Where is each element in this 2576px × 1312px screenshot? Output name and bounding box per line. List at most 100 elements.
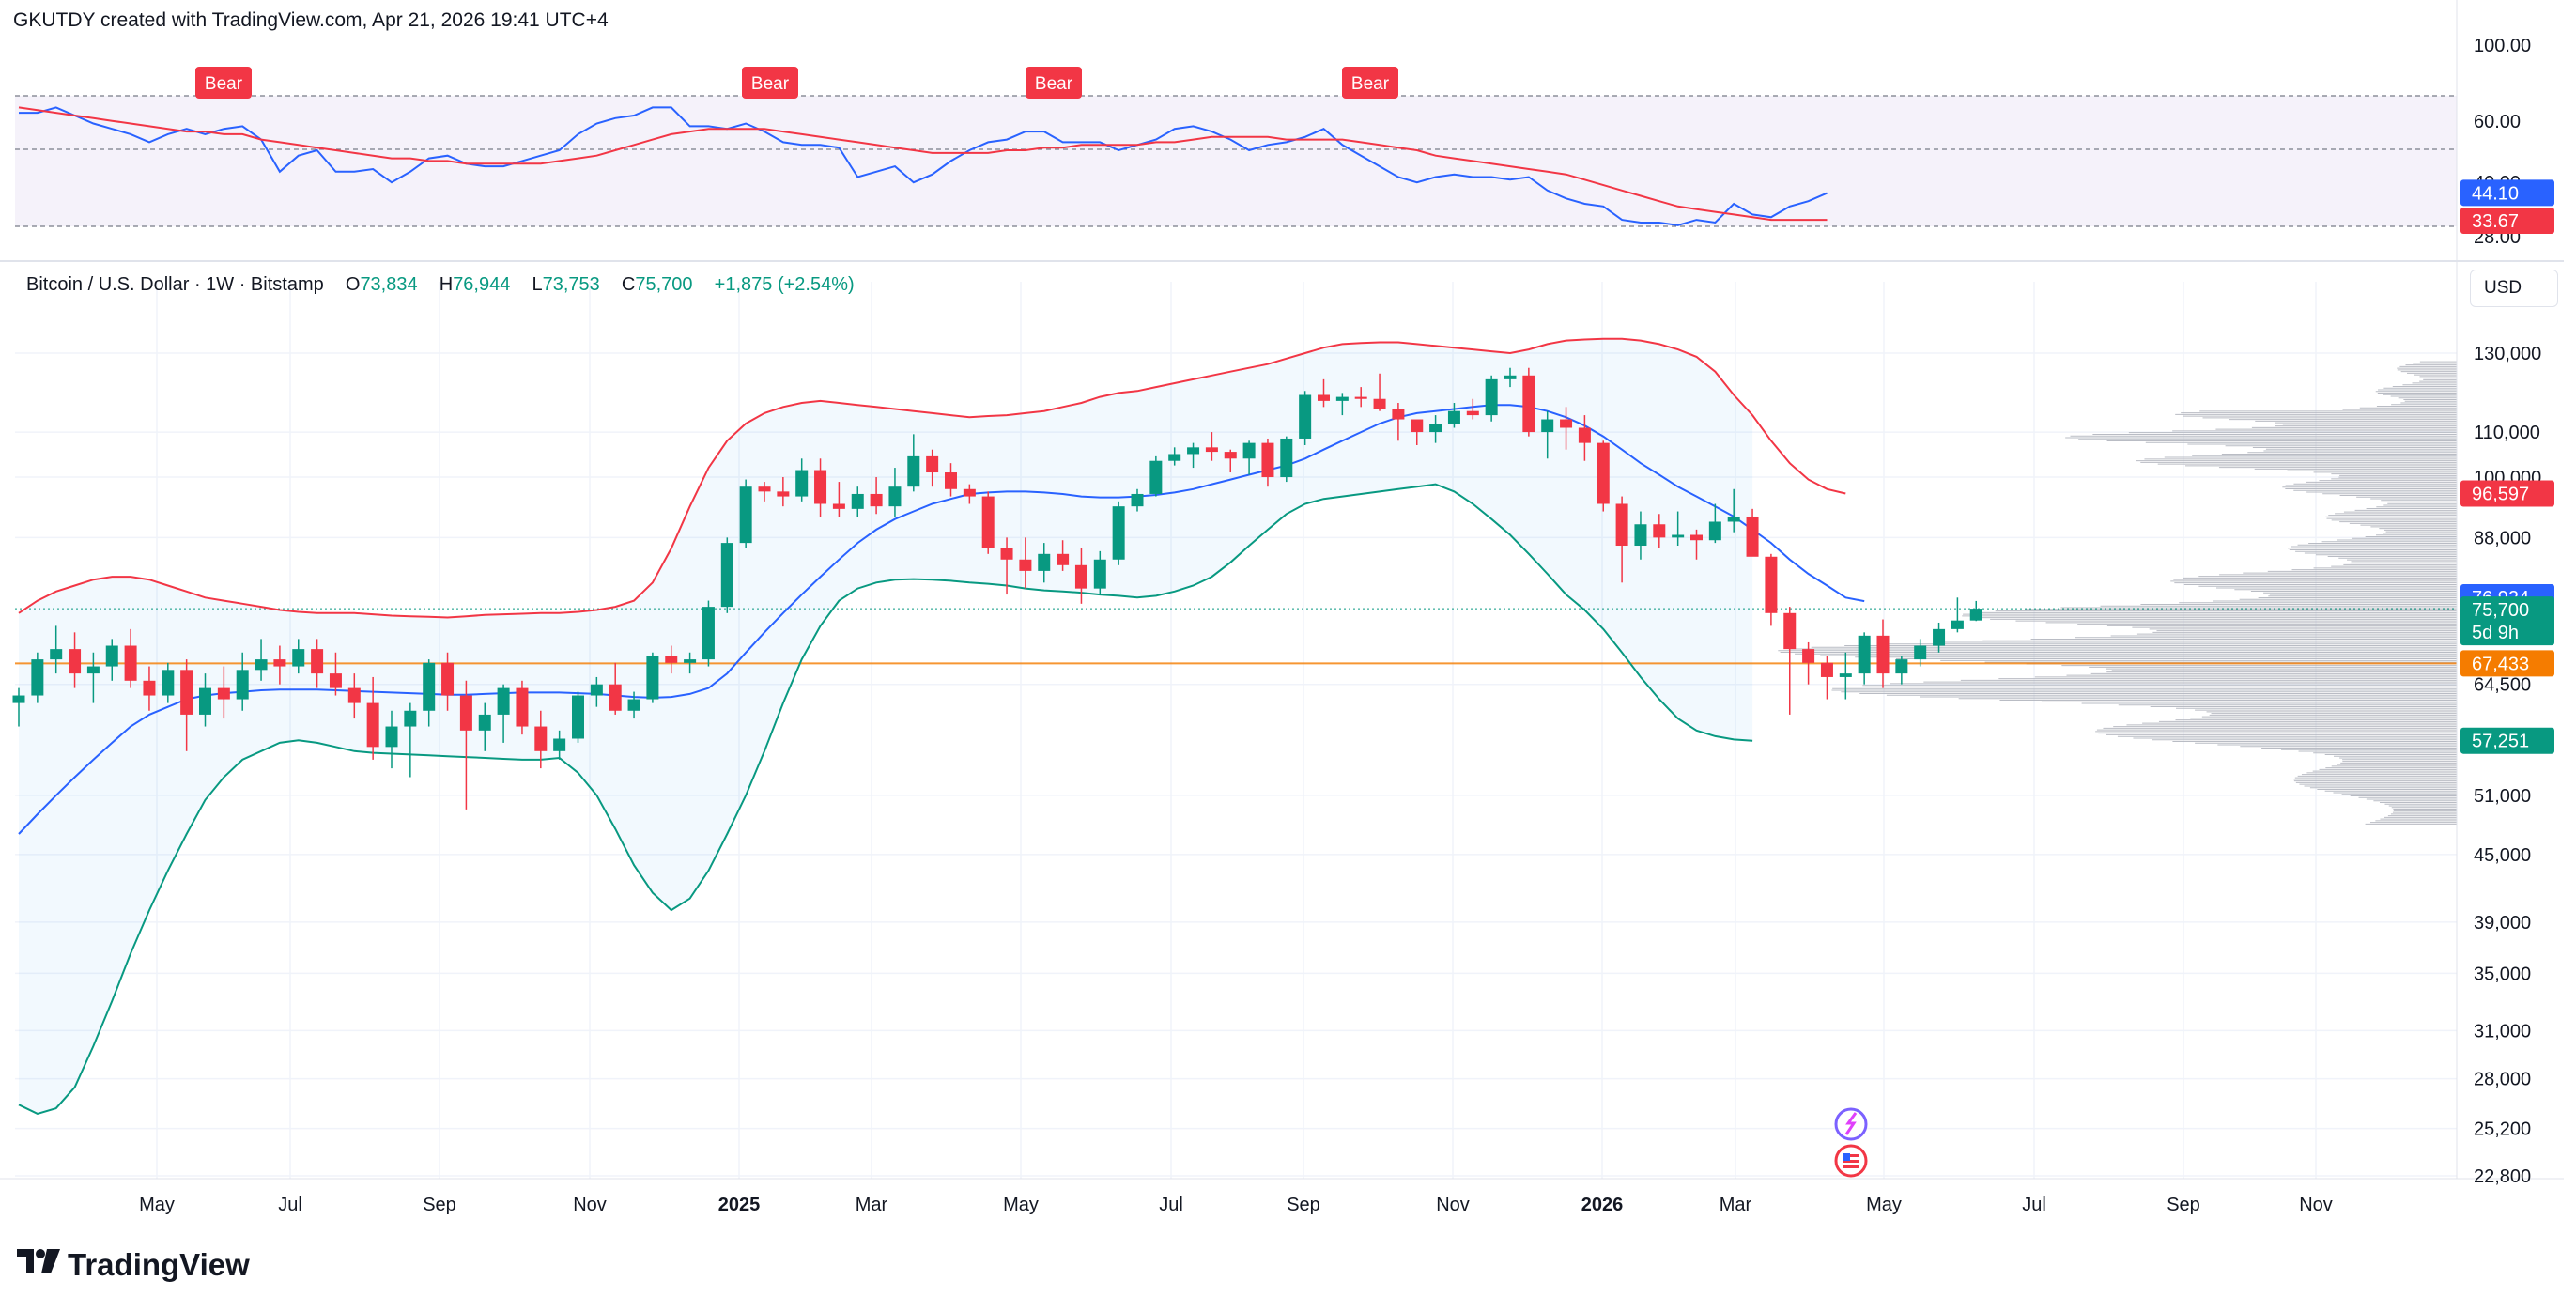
candle-body: [86, 666, 100, 674]
candle: [684, 652, 697, 674]
time-tick-label: Mar: [856, 1195, 888, 1215]
candle: [50, 625, 63, 674]
candle: [1672, 511, 1685, 547]
bear-label-box: [742, 67, 798, 99]
rsi-ma-value-badge-text: 33.67: [2472, 211, 2519, 232]
candle-body: [1634, 524, 1647, 547]
candle-body: [758, 486, 771, 492]
currency-button[interactable]: USD: [2470, 270, 2558, 307]
close-label: C: [621, 274, 636, 295]
candle: [1783, 607, 1797, 715]
candle-body: [1690, 534, 1703, 541]
candle: [1541, 410, 1554, 459]
candle-body: [888, 486, 902, 507]
candle: [1504, 367, 1517, 388]
candle: [1373, 373, 1386, 411]
candle: [1447, 403, 1460, 428]
price-tick-label: 22,800: [2474, 1166, 2531, 1187]
candle: [1914, 639, 1927, 667]
candle: [1093, 550, 1106, 595]
candle-body: [1969, 609, 1982, 621]
candle: [329, 652, 342, 696]
time-axis[interactable]: May Jul Sep Nov 2025 Mar May Jul Sep Nov 2026 Mar Ma…: [139, 1195, 2333, 1215]
candle: [1205, 432, 1218, 461]
candle-body: [1672, 534, 1685, 538]
candle: [665, 645, 678, 674]
bollinger-upper: [18, 337, 1846, 619]
candle-body: [1112, 506, 1125, 560]
candle-body: [1057, 553, 1070, 565]
candle-body: [180, 670, 193, 715]
rsi-pane: Bear Bear Bear Bear: [15, 67, 2457, 227]
candle-body: [1447, 410, 1460, 424]
candle: [1057, 540, 1070, 571]
candle-body: [702, 607, 715, 660]
candle-body: [255, 659, 268, 671]
candle-body: [69, 649, 82, 674]
candle: [347, 673, 361, 719]
candle: [86, 652, 100, 703]
price-tick-label: 25,200: [2474, 1119, 2531, 1140]
candle: [1933, 622, 1946, 653]
candle: [255, 639, 268, 681]
candle: [31, 652, 44, 703]
candle-body: [31, 659, 44, 696]
open-value: 73,834: [360, 274, 418, 295]
candle: [1131, 488, 1144, 512]
candle-body: [814, 470, 827, 504]
candle-body: [1354, 396, 1367, 399]
candle-body: [739, 486, 752, 544]
us-flag-icon[interactable]: [1834, 1144, 1868, 1178]
open-label: O: [345, 274, 361, 295]
rsi-band: [15, 96, 2457, 226]
bb-upper-badge: 96,597: [2460, 480, 2554, 507]
candle: [963, 484, 976, 504]
bear-label-box: [195, 67, 252, 99]
candle: [534, 710, 548, 769]
poc-badge: 67,433: [2460, 650, 2554, 677]
bb-upper-badge-box: [2460, 480, 2554, 507]
candle: [459, 680, 472, 810]
tradingview-logo[interactable]: TradingView: [17, 1247, 250, 1283]
bollinger-lower: [18, 483, 1753, 1115]
high-value: 76,944: [453, 274, 511, 295]
candle: [1876, 619, 1890, 688]
bear-label-box: [1342, 67, 1398, 99]
candle: [1411, 419, 1424, 445]
candle: [1690, 529, 1703, 560]
candle-body: [851, 493, 864, 509]
ai-spark-icon[interactable]: [1834, 1107, 1868, 1141]
time-tick-label: 2026: [1581, 1195, 1624, 1215]
candle: [1858, 632, 1871, 685]
candle: [758, 482, 771, 502]
candle: [199, 673, 211, 727]
bb-lower-badge-box: [2460, 727, 2554, 754]
candle-body: [497, 687, 510, 715]
candle-body: [1597, 442, 1610, 504]
candle-body: [1746, 516, 1759, 557]
symbol-name[interactable]: Bitcoin / U.S. Dollar · 1W · Bitstamp: [26, 274, 324, 295]
bb-lower-badge: 57,251: [2460, 727, 2554, 754]
candle-body: [347, 687, 361, 703]
candle: [1522, 367, 1535, 437]
candle-body: [981, 496, 995, 548]
candle: [217, 666, 230, 719]
low-value: 73,753: [542, 274, 600, 295]
price-tick-label: 51,000: [2474, 786, 2531, 807]
candle-body: [1466, 410, 1479, 416]
candle: [478, 702, 491, 751]
candle-body: [12, 695, 25, 703]
price-tick-label: 28,000: [2474, 1070, 2531, 1090]
candle-body: [1373, 398, 1386, 409]
candle-body: [459, 695, 472, 731]
candle: [1653, 514, 1666, 548]
candle: [273, 645, 286, 685]
candle: [1466, 398, 1479, 420]
candle: [1485, 375, 1498, 422]
candle: [143, 666, 156, 711]
candle-body: [795, 470, 809, 497]
candle-body: [1318, 394, 1330, 401]
candle-body: [572, 695, 584, 739]
